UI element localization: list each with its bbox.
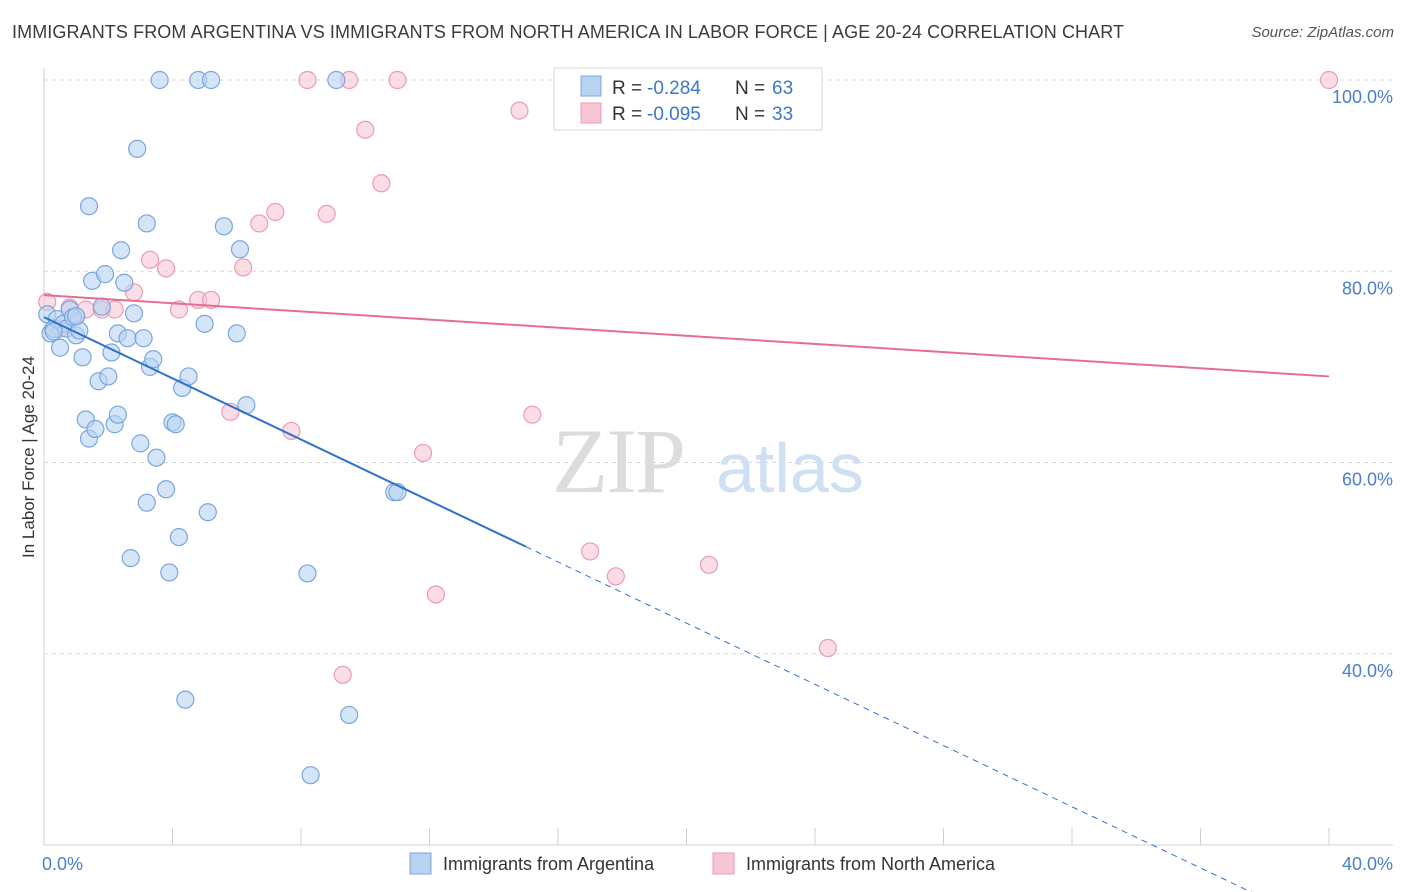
argentina-point-40 — [160, 563, 179, 582]
argentina-point-43 — [169, 527, 189, 547]
north-america-point-25 — [413, 443, 433, 463]
argentina-point-31 — [131, 434, 150, 453]
north-america-point-12 — [201, 290, 221, 310]
argentina-point-42 — [166, 415, 185, 434]
north-america-point-9 — [156, 259, 176, 278]
argentina-point-4 — [50, 338, 70, 357]
watermark: ZIP atlas — [552, 410, 864, 512]
legend-n-value-argentina: 63 — [772, 78, 793, 99]
series-legend-swatch-argentina — [409, 852, 432, 875]
north-america-point-14 — [234, 258, 253, 277]
north-america-point-10 — [169, 300, 189, 319]
north-america-point-26 — [426, 585, 446, 604]
argentina-point-53 — [230, 240, 250, 259]
argentina-point-30 — [128, 139, 147, 158]
argentina-point-62 — [44, 322, 63, 341]
watermark-atlas: atlas — [716, 429, 864, 507]
series-legend: Immigrants from Argentina Immigrants fro… — [409, 852, 996, 875]
north-america-point-27 — [510, 101, 529, 120]
x-tick-label-max: 40.0% — [1342, 854, 1393, 874]
argentina-point-57 — [327, 70, 346, 90]
y-tick-label-3: 100.0% — [1332, 87, 1393, 107]
argentina-point-29 — [124, 304, 144, 323]
north-america-point-24 — [388, 70, 407, 90]
legend-r-label-argentina: R = — [612, 78, 647, 99]
argentina-point-61 — [67, 307, 86, 326]
north-america-point-30 — [581, 542, 600, 561]
north-america-point-23 — [372, 174, 391, 193]
argentina-point-37 — [147, 448, 166, 467]
legend-n-label-north-america: N = — [735, 104, 770, 125]
argentina-point-19 — [95, 265, 115, 284]
legend-n-value-north-america: 33 — [772, 104, 793, 125]
north-america-trend-line — [43, 294, 1330, 378]
argentina-point-26 — [115, 273, 134, 292]
y-axis-label: In Labor Force | Age 20-24 — [19, 356, 38, 558]
argentina-point-27 — [118, 329, 137, 348]
legend-n-label-argentina: N = — [735, 78, 770, 99]
argentina-point-34 — [137, 214, 156, 233]
argentina-point-28 — [121, 549, 140, 568]
legend-r-value-argentina: -0.284 — [647, 78, 701, 99]
series-north-america-points — [38, 70, 1339, 684]
north-america-point-33 — [818, 638, 837, 658]
north-america-point-28 — [523, 405, 542, 424]
argentina-point-52 — [227, 324, 246, 343]
correlation-legend: R = -0.284 N = 63 R = -0.095 N = 33 — [553, 67, 823, 131]
argentina-point-56 — [301, 766, 320, 785]
north-america-point-34 — [1319, 70, 1339, 90]
series-legend-label-argentina: Immigrants from Argentina — [443, 854, 655, 874]
argentina-point-24 — [108, 405, 127, 424]
x-tick-label-min: 0.0% — [42, 854, 83, 874]
argentina-point-16 — [86, 419, 105, 439]
argentina-point-45 — [176, 690, 195, 709]
argentina-point-38 — [150, 70, 169, 90]
y-tick-label-2: 80.0% — [1342, 278, 1393, 298]
argentina-point-51 — [214, 217, 233, 236]
legend-swatch-north-america — [580, 102, 602, 124]
y-tick-label-1: 60.0% — [1342, 470, 1393, 490]
y-tick-label-0: 40.0% — [1342, 661, 1393, 681]
trend-lines — [43, 294, 1330, 892]
x-axis-ticks — [43, 828, 1330, 845]
series-legend-label-north-america: Immigrants from North America — [746, 854, 996, 874]
argentina-trend-line — [43, 316, 527, 548]
argentina-point-50 — [201, 70, 221, 90]
watermark-zip: ZIP — [552, 410, 684, 512]
argentina-point-39 — [156, 480, 176, 499]
chart-source: Source: ZipAtlas.com — [1251, 24, 1394, 41]
argentina-point-20 — [99, 367, 118, 386]
north-america-point-32 — [699, 555, 719, 574]
axes — [43, 68, 1393, 846]
north-america-point-31 — [606, 567, 625, 586]
argentina-point-49 — [198, 503, 217, 522]
argentina-point-32 — [134, 329, 153, 348]
legend-r-label-north-america: R = — [612, 104, 647, 125]
argentina-point-14 — [79, 197, 99, 216]
argentina-point-36 — [144, 350, 163, 369]
north-america-point-18 — [298, 70, 317, 90]
argentina-point-48 — [195, 314, 214, 333]
argentina-point-58 — [340, 705, 359, 725]
north-america-point-16 — [266, 202, 285, 222]
north-america-point-22 — [356, 120, 375, 139]
argentina-point-55 — [298, 564, 317, 583]
argentina-trend-extension — [525, 546, 1253, 892]
legend-swatch-argentina — [580, 75, 602, 97]
argentina-point-18 — [92, 297, 111, 316]
north-america-point-19 — [317, 204, 336, 223]
argentina-point-33 — [137, 493, 156, 512]
north-america-point-20 — [333, 665, 352, 684]
north-america-point-8 — [140, 250, 160, 269]
chart-title: IMMIGRANTS FROM ARGENTINA VS IMMIGRANTS … — [12, 22, 1125, 42]
north-america-point-15 — [250, 214, 269, 233]
series-argentina-points — [38, 70, 407, 785]
argentina-point-25 — [111, 241, 131, 260]
argentina-point-11 — [73, 348, 92, 367]
legend-r-value-north-america: -0.095 — [647, 104, 701, 125]
series-legend-swatch-north-america — [712, 852, 735, 875]
y-axis-tick-labels: 40.0% 60.0% 80.0% 100.0% — [1332, 87, 1393, 681]
